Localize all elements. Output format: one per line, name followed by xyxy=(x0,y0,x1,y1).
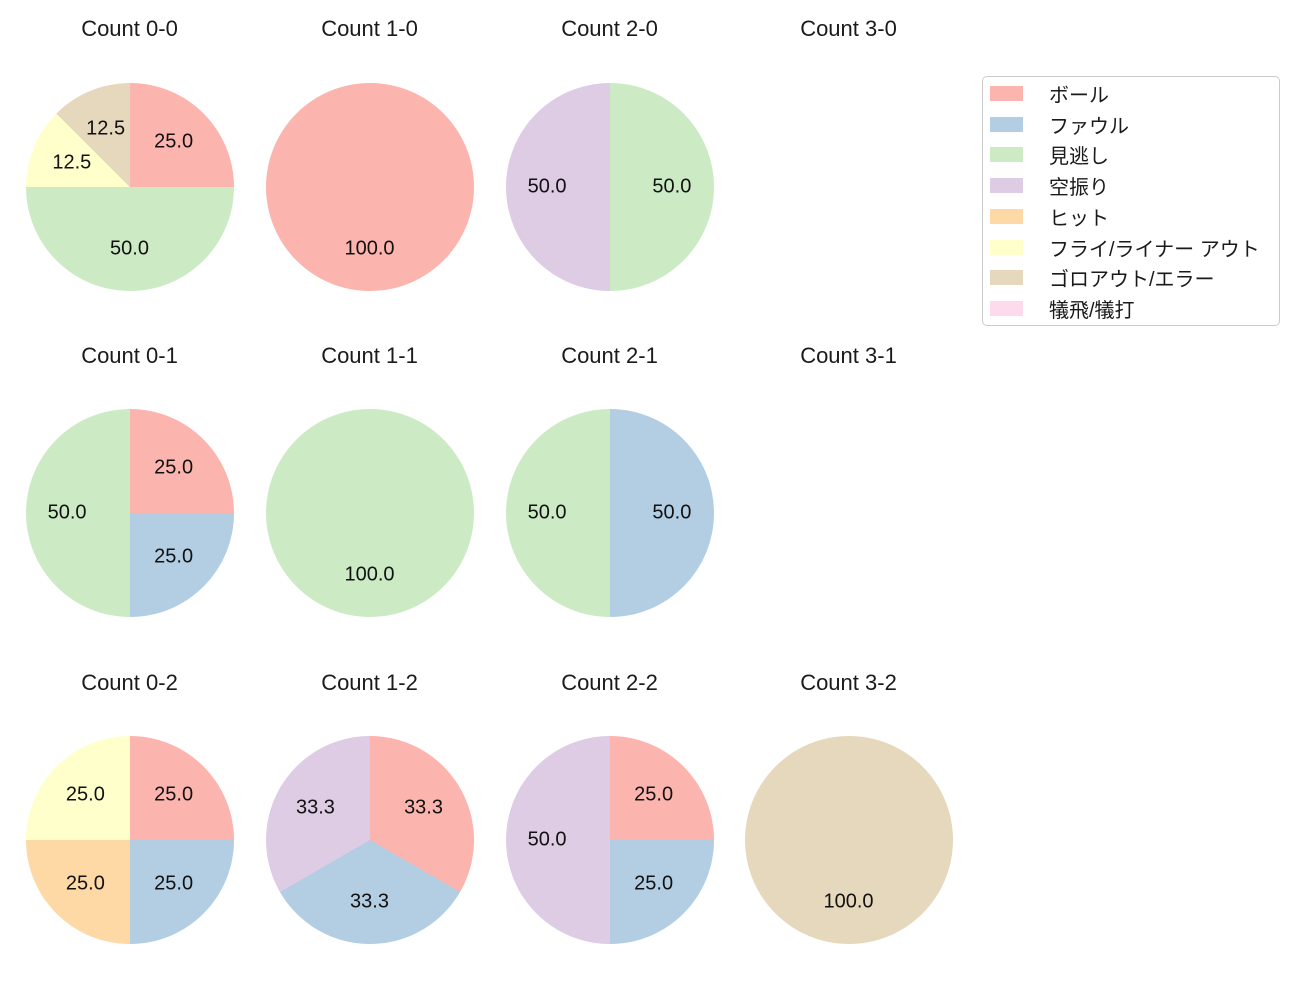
pie-slice-percent-label: 25.0 xyxy=(154,130,194,153)
pie-title: Count 3-2 xyxy=(800,670,897,695)
pie-slice-percent-label: 25.0 xyxy=(154,545,194,568)
pie-chart xyxy=(744,735,953,944)
pie-slice-percent-label: 50.0 xyxy=(47,501,87,523)
pie-slice-percent-label: 12.5 xyxy=(86,117,126,140)
legend-item: 見逃し xyxy=(990,140,1279,171)
legend-item: 空振り xyxy=(990,170,1279,201)
legend-color-swatch xyxy=(990,178,1023,194)
legend-item: フライ/ライナー アウト xyxy=(990,232,1279,263)
pie-chart xyxy=(25,735,234,944)
pie-slice-percent-label: 25.0 xyxy=(65,783,105,806)
legend-item: ゴロアウト/エラー xyxy=(990,263,1279,294)
pie-title: Count 2-1 xyxy=(561,343,658,368)
legend-color-swatch xyxy=(990,147,1023,163)
pie-slice-percent-label: 33.3 xyxy=(350,890,389,913)
pie-title: Count 1-0 xyxy=(321,16,418,41)
pie-chart xyxy=(265,408,474,617)
pie-slice-percent-label: 50.0 xyxy=(652,501,692,523)
legend: ボールファウル見逃し空振りヒットフライ/ライナー アウト ゴロアウト/エラー 犠飛/… xyxy=(982,76,1280,326)
legend-item: ボール xyxy=(990,78,1279,109)
pie-slice-percent-label: 25.0 xyxy=(154,456,194,479)
pie-slice-percent-label: 50.0 xyxy=(527,175,567,197)
pie-title: Count 0-0 xyxy=(81,16,178,41)
pie-slice-percent-label: 50.0 xyxy=(652,175,692,197)
pie-slice-percent-label: 50.0 xyxy=(527,828,567,850)
legend-color-swatch xyxy=(990,239,1023,255)
legend-color-swatch xyxy=(990,270,1023,286)
pie-slice-percent-label: 33.3 xyxy=(295,796,335,819)
pie-chart xyxy=(265,82,474,291)
legend-item: 犠飛/犠打 xyxy=(990,293,1279,324)
legend-item-label: 空振り xyxy=(1049,177,1109,200)
pie-slice-percent-label: 25.0 xyxy=(634,783,674,806)
pie-slice-percent-label: 100.0 xyxy=(823,890,874,913)
pie-chart xyxy=(505,82,714,291)
legend-item-label: 見逃し xyxy=(1049,146,1109,169)
pie-chart xyxy=(505,735,714,944)
legend-item-label: ヒット xyxy=(1049,207,1109,230)
legend-item-label: フライ/ライナー アウト xyxy=(1049,238,1260,261)
pie-chart xyxy=(25,82,234,291)
pie-slice-percent-label: 100.0 xyxy=(344,237,395,260)
legend-color-swatch xyxy=(990,208,1023,224)
legend-item-label: ボール xyxy=(1049,84,1109,107)
pie-title: Count 3-0 xyxy=(800,16,897,41)
pie-title: Count 1-2 xyxy=(321,670,418,695)
pie-chart xyxy=(265,735,474,944)
legend-color-swatch xyxy=(990,116,1023,132)
legend-color-swatch xyxy=(990,301,1023,317)
legend-item-label: 犠飛/犠打 xyxy=(1049,300,1135,323)
pie-slice-percent-label: 12.5 xyxy=(52,151,92,174)
pie-title: Count 2-2 xyxy=(561,670,658,695)
pie-slice-percent-label: 25.0 xyxy=(634,872,674,895)
legend-item-label: ファウル xyxy=(1049,115,1129,138)
pie-slice-percent-label: 50.0 xyxy=(527,501,567,523)
pie-chart xyxy=(505,408,714,617)
pie-title: Count 0-1 xyxy=(81,343,178,368)
pie-slice-percent-label: 25.0 xyxy=(154,783,194,806)
pie-slice-percent-label: 100.0 xyxy=(344,563,395,586)
pie-title: Count 3-1 xyxy=(800,343,897,368)
pie-slice-percent-label: 33.3 xyxy=(404,796,443,819)
pie-title: Count 1-1 xyxy=(321,343,418,368)
legend-item: ファウル xyxy=(990,109,1279,140)
legend-color-swatch xyxy=(990,85,1023,101)
pie-slice-percent-label: 25.0 xyxy=(65,872,105,895)
legend-item-label: ゴロアウト/エラー xyxy=(1049,269,1215,292)
pie-chart xyxy=(25,408,234,617)
pie-slice-percent-label: 50.0 xyxy=(110,237,149,260)
legend-item: ヒット xyxy=(990,201,1279,232)
pie-title: Count 2-0 xyxy=(561,16,658,41)
pie-slice-percent-label: 25.0 xyxy=(154,872,194,895)
pie-title: Count 0-2 xyxy=(81,670,178,695)
